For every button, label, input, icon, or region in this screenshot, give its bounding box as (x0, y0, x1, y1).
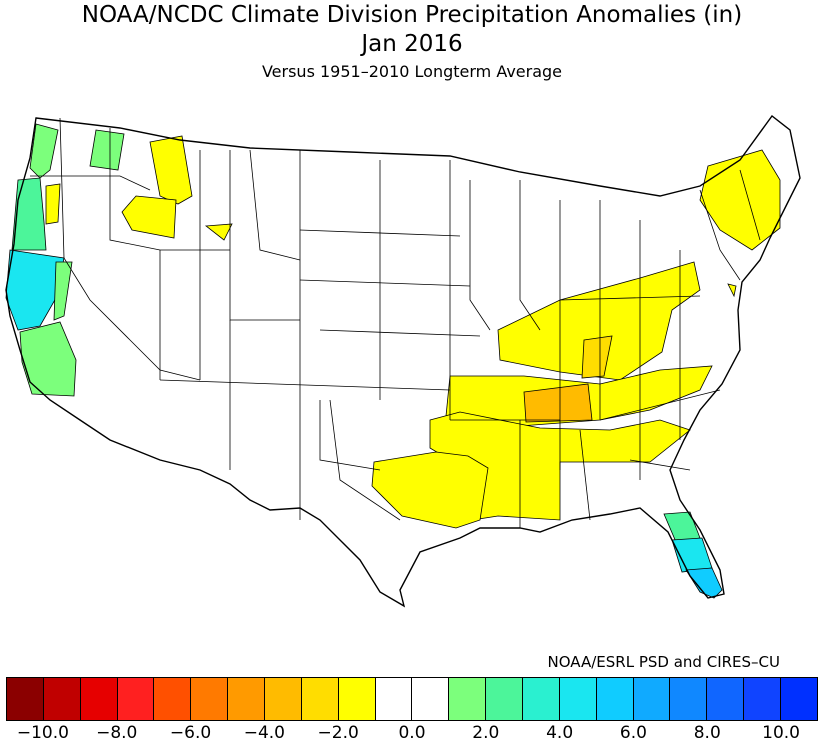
legend-swatch-4 (154, 678, 192, 720)
region-washington-coast (29, 123, 59, 179)
region-oregon-central (45, 183, 61, 225)
legend-swatch-7 (265, 678, 302, 720)
region-washington-cascades (89, 129, 125, 171)
chart-period: Jan 2016 (361, 31, 463, 57)
legend-swatch-0 (7, 678, 44, 720)
region-oregon-coast (11, 177, 47, 251)
legend-tick-label: 2.0 (472, 723, 500, 743)
region-texas (371, 451, 489, 529)
legend-swatch-5 (191, 678, 229, 720)
us-outline (5, 115, 801, 608)
legend-swatch-12 (449, 678, 487, 720)
legend-tick-label: −8.0 (96, 723, 138, 743)
legend-tick-label: 8.0 (693, 723, 721, 743)
legend-swatch-16 (596, 678, 634, 720)
legend-tick-label: 10.0 (762, 723, 801, 743)
legend-swatch-2 (80, 678, 118, 720)
legend-swatch-8 (301, 678, 339, 720)
region-florida-south (685, 567, 723, 599)
chart-subtitle: Versus 1951–2010 Longterm Average (261, 62, 563, 81)
legend-tick-label: −10.0 (16, 723, 69, 743)
legend-tick-label: −4.0 (243, 723, 285, 743)
region-delmarva (727, 283, 737, 298)
legend-swatch-13 (486, 678, 524, 720)
legend-swatch-3 (117, 678, 155, 720)
legend-swatch-11 (412, 678, 450, 720)
region-northeast (699, 149, 781, 251)
legend-swatch-15 (559, 678, 597, 720)
region-nevada-edge (53, 261, 73, 321)
legend-swatch-9 (338, 678, 376, 720)
chart-title: NOAA/NCDC Climate Division Precipitation… (81, 2, 743, 28)
legend-swatch-14 (523, 678, 560, 720)
legend-swatch-20 (744, 678, 782, 720)
legend-tick-label: 0.0 (398, 723, 426, 743)
legend-tick-label: −2.0 (317, 723, 359, 743)
region-montana-southwest (204, 223, 233, 241)
division-boundaries (30, 117, 761, 528)
legend-swatch-18 (670, 678, 708, 720)
data-source-credit: NOAA/ESRL PSD and CIRES–CU (547, 653, 780, 671)
legend-tick-label: 4.0 (546, 723, 574, 743)
region-california-central (19, 321, 77, 397)
region-ohio-valley (497, 261, 701, 381)
region-idaho-north (149, 135, 193, 205)
legend-swatch-21 (781, 678, 817, 720)
region-florida-north (663, 511, 701, 543)
legend-tick-labels: −10.0 −8.0 −6.0 −4.0 −2.0 0.0 2.0 4.0 6.0 8.0 10.0 (6, 723, 818, 743)
legend-swatch-10 (375, 678, 413, 720)
color-legend (6, 677, 818, 721)
legend-swatch-19 (707, 678, 745, 720)
region-idaho-central (121, 195, 177, 239)
region-tennessee-strong (523, 383, 593, 423)
precipitation-anomaly-map (5, 115, 801, 608)
legend-swatch-6 (228, 678, 266, 720)
region-kentucky (581, 335, 613, 379)
legend-tick-label: 6.0 (619, 723, 647, 743)
legend-tick-label: −6.0 (169, 723, 212, 743)
legend-swatch-17 (633, 678, 671, 720)
legend-swatch-1 (43, 678, 81, 720)
